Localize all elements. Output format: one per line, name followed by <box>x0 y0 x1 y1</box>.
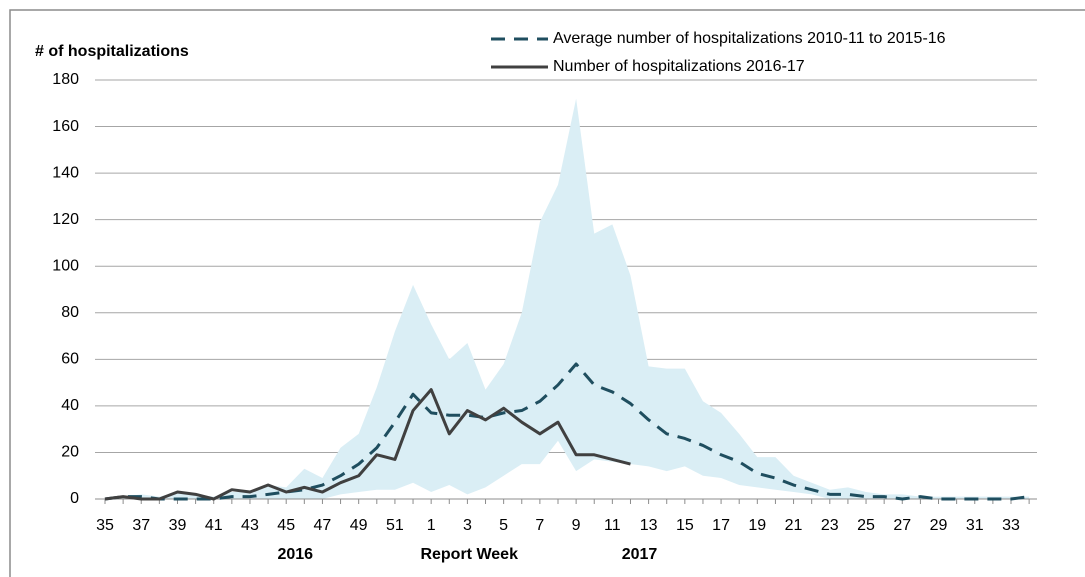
x-tick-label: 49 <box>350 517 368 534</box>
y-tick-label: 180 <box>52 71 79 88</box>
x-tick-label: 29 <box>930 517 948 534</box>
x-tick-label: 3 <box>463 517 472 534</box>
y-tick-label: 140 <box>52 164 79 181</box>
x-tick-label: 11 <box>604 517 621 534</box>
x-tick-label: 37 <box>132 517 150 534</box>
x-tick-label: 23 <box>821 517 839 534</box>
x-tick-label: 43 <box>241 517 259 534</box>
x-tick-label: 13 <box>640 517 658 534</box>
x-tick-label: 31 <box>966 517 984 534</box>
x-tick-label: 19 <box>748 517 766 534</box>
x-tick-label: 45 <box>277 517 295 534</box>
y-tick-label: 120 <box>52 211 79 228</box>
x-tick-label: 39 <box>169 517 187 534</box>
legend-label: Average number of hospitalizations 2010-… <box>553 30 946 47</box>
x-tick-label: 9 <box>572 517 581 534</box>
x-tick-label: 17 <box>712 517 730 534</box>
range-band <box>105 98 1030 499</box>
x-group-label: 2017 <box>622 546 658 563</box>
legend-label: Number of hospitalizations 2016-17 <box>553 58 805 75</box>
series-line <box>104 362 1030 501</box>
x-group-label: 2016 <box>277 546 313 563</box>
x-axis-title: Report Week <box>420 546 518 563</box>
x-tick-label: 5 <box>499 517 508 534</box>
x-tick-label: 25 <box>857 517 875 534</box>
y-tick-label: 20 <box>61 444 79 461</box>
y-tick-label: 40 <box>61 397 79 414</box>
x-tick-label: 47 <box>314 517 332 534</box>
x-tick-label: 7 <box>535 517 544 534</box>
frame <box>9 9 1085 577</box>
x-tick-label: 51 <box>386 517 404 534</box>
series-line <box>104 388 631 501</box>
x-tick-label: 35 <box>96 517 114 534</box>
y-tick-label: 100 <box>52 257 79 274</box>
y-axis-title: # of hospitalizations <box>35 43 189 60</box>
y-tick-label: 160 <box>52 118 79 135</box>
x-tick-label: 27 <box>893 517 911 534</box>
x-tick-label: 33 <box>1002 517 1020 534</box>
y-tick-label: 60 <box>61 351 79 368</box>
y-tick-label: 0 <box>70 490 79 507</box>
x-tick-label: 1 <box>427 517 436 534</box>
x-tick-label: 15 <box>676 517 694 534</box>
x-tick-label: 41 <box>205 517 223 534</box>
y-tick-label: 80 <box>61 304 79 321</box>
x-tick-label: 21 <box>785 517 803 534</box>
